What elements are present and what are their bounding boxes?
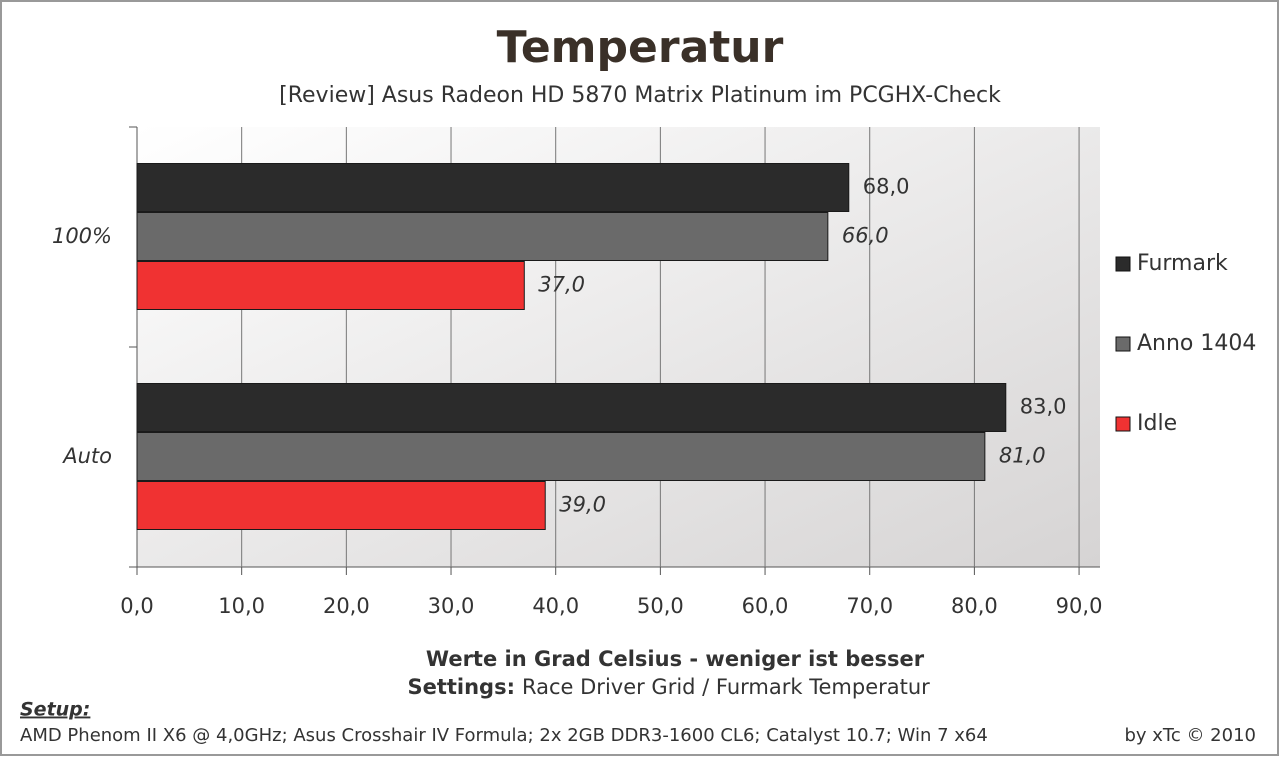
bar: [136, 163, 850, 212]
x-tick-label: 50,0: [637, 594, 684, 618]
value-label: 81,0: [999, 444, 1046, 468]
credit: by xTc © 2010: [1124, 725, 1256, 746]
legend-marker: [1115, 416, 1131, 432]
x-tick-label: 30,0: [428, 594, 475, 618]
value-label: 66,0: [842, 224, 889, 248]
settings-label: Settings:: [407, 675, 515, 699]
legend-label: Anno 1404: [1137, 331, 1256, 356]
x-tick-label: 70,0: [846, 594, 893, 618]
bar: [136, 212, 829, 261]
legend-marker: [1115, 336, 1131, 352]
settings-text: Race Driver Grid / Furmark Temperatur: [522, 675, 930, 699]
x-tick-label: 90,0: [1056, 594, 1103, 618]
bar: [136, 383, 1007, 432]
x-tick-label: 40,0: [532, 594, 579, 618]
bar: [136, 432, 986, 481]
legend-label: Idle: [1137, 411, 1177, 436]
legend-marker: [1115, 256, 1131, 272]
x-tick-label: 0,0: [120, 594, 153, 618]
x-tick-label: 80,0: [951, 594, 998, 618]
x-tick-label: 10,0: [218, 594, 265, 618]
value-label: 83,0: [1020, 395, 1067, 419]
value-label: 37,0: [538, 273, 585, 297]
setup-text: AMD Phenom II X6 @ 4,0GHz; Asus Crosshai…: [20, 725, 988, 746]
chart-subtitle: [Review] Asus Radeon HD 5870 Matrix Plat…: [279, 83, 1001, 108]
x-tick-label: 20,0: [323, 594, 370, 618]
y-tick-label: 100%: [52, 224, 112, 248]
chart-title: Temperatur: [497, 22, 784, 73]
value-label: 39,0: [559, 493, 606, 517]
setup-label: Setup:: [20, 699, 90, 721]
bar: [136, 261, 525, 310]
y-tick-label: Auto: [61, 444, 112, 468]
legend-label: Furmark: [1137, 251, 1228, 276]
value-label: 68,0: [863, 175, 910, 199]
bar: [136, 481, 546, 530]
x-tick-label: 60,0: [742, 594, 789, 618]
x-axis-title: Werte in Grad Celsius - weniger ist bess…: [426, 647, 925, 671]
